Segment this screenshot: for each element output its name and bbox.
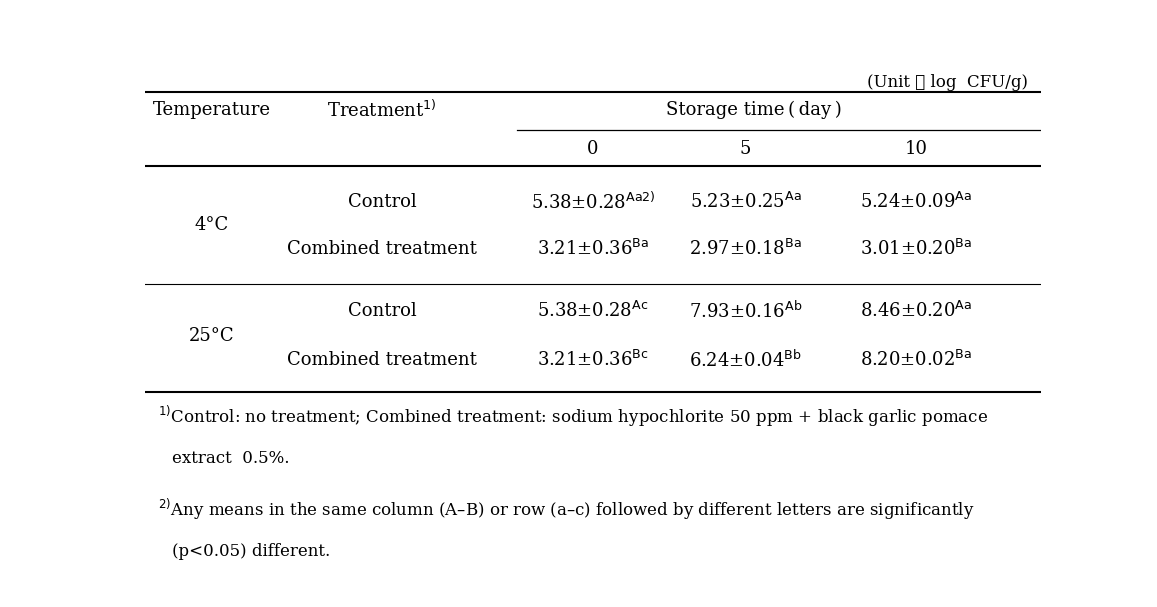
Text: 5.23±0.25$^{\mathrm{Aa}}$: 5.23±0.25$^{\mathrm{Aa}}$ bbox=[690, 192, 802, 212]
Text: 2.97±0.18$^{\mathrm{Ba}}$: 2.97±0.18$^{\mathrm{Ba}}$ bbox=[690, 239, 802, 259]
Text: Control: Control bbox=[348, 193, 417, 211]
Text: 3.01±0.20$^{\mathrm{Ba}}$: 3.01±0.20$^{\mathrm{Ba}}$ bbox=[860, 239, 972, 259]
Text: 3.21±0.36$^{\mathrm{Bc}}$: 3.21±0.36$^{\mathrm{Bc}}$ bbox=[537, 350, 649, 370]
Text: Storage time ( day ): Storage time ( day ) bbox=[666, 101, 842, 120]
Text: 25°C: 25°C bbox=[189, 327, 235, 345]
Text: 0: 0 bbox=[588, 140, 598, 158]
Text: (p<0.05) different.: (p<0.05) different. bbox=[171, 543, 330, 560]
Text: 4°C: 4°C bbox=[194, 216, 229, 234]
Text: 3.21±0.36$^{\mathrm{Ba}}$: 3.21±0.36$^{\mathrm{Ba}}$ bbox=[537, 239, 649, 259]
Text: 8.20±0.02$^{\mathrm{Ba}}$: 8.20±0.02$^{\mathrm{Ba}}$ bbox=[860, 350, 972, 370]
Text: Temperature: Temperature bbox=[153, 101, 271, 119]
Text: 8.46±0.20$^{\mathrm{Aa}}$: 8.46±0.20$^{\mathrm{Aa}}$ bbox=[860, 301, 972, 321]
Text: 7.93±0.16$^{\mathrm{Ab}}$: 7.93±0.16$^{\mathrm{Ab}}$ bbox=[688, 300, 802, 322]
Text: extract  0.5%.: extract 0.5%. bbox=[171, 450, 289, 467]
Text: 5.24±0.09$^{\mathrm{Aa}}$: 5.24±0.09$^{\mathrm{Aa}}$ bbox=[860, 192, 972, 212]
Text: 6.24±0.04$^{\mathrm{Bb}}$: 6.24±0.04$^{\mathrm{Bb}}$ bbox=[688, 350, 802, 371]
Text: $^{1)}$Control: no treatment; Combined treatment: sodium hypochlorite 50 ppm + b: $^{1)}$Control: no treatment; Combined t… bbox=[159, 404, 988, 429]
Text: 5.38±0.28$^{\mathrm{Ac}}$: 5.38±0.28$^{\mathrm{Ac}}$ bbox=[537, 301, 649, 321]
Text: 5.38±0.28$^{\mathrm{Aa2)}}$: 5.38±0.28$^{\mathrm{Aa2)}}$ bbox=[531, 191, 655, 212]
Text: Treatment$^{1)}$: Treatment$^{1)}$ bbox=[327, 100, 437, 121]
Text: $^{2)}$Any means in the same column (A–B) or row (a–c) followed by different let: $^{2)}$Any means in the same column (A–B… bbox=[159, 497, 974, 523]
Text: 5: 5 bbox=[739, 140, 751, 158]
Text: Combined treatment: Combined treatment bbox=[287, 240, 477, 257]
Text: 10: 10 bbox=[905, 140, 927, 158]
Text: (Unit ： log  CFU/g): (Unit ： log CFU/g) bbox=[867, 74, 1027, 91]
Text: Combined treatment: Combined treatment bbox=[287, 351, 477, 369]
Text: Control: Control bbox=[348, 302, 417, 320]
